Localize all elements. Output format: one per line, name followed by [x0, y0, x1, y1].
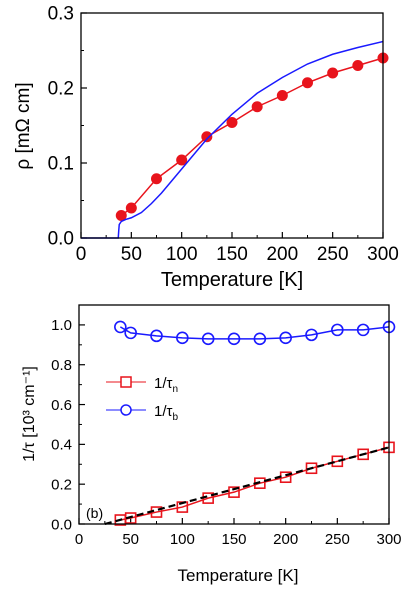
y-tick-label: 0.0 [48, 229, 74, 250]
series-0-point [226, 117, 238, 128]
series-1-point [201, 332, 215, 346]
series-0-point [327, 67, 339, 79]
scattering-rate-legend: 1/τn 1/τb [106, 375, 178, 423]
scattering-rate-chart: 0 50 100 150 200 250 300 0.0 0.2 0.4 0.6 0.8 1.0 Tem… [21, 304, 402, 585]
legend-tau-b-label: 1/τb [154, 403, 178, 423]
legend-tau-b-marker [120, 404, 132, 416]
y-tick-label: 0.0 [51, 516, 72, 533]
y-tick-label: 0.2 [51, 476, 72, 493]
series-1-point [356, 323, 370, 337]
series-0-point [331, 455, 344, 468]
series-1-point [150, 329, 163, 343]
x-tick-label: 100 [166, 244, 198, 265]
series-0-line [120, 57, 384, 217]
x-tick-label: 250 [325, 531, 350, 548]
scattering-rate-tick-labels: 0 50 100 150 200 250 300 0.0 0.2 0.4 0.6 0.8 1.0 [51, 317, 401, 548]
x-tick-label: 200 [266, 244, 298, 265]
x-tick-label: 300 [367, 244, 399, 265]
y-tick-label: 1.0 [51, 317, 72, 334]
series-1-point [253, 332, 267, 346]
scattering-rate-series [104, 320, 396, 526]
resistivity-y-axis-label: ρ [mΩ cm] [13, 82, 34, 169]
resistivity-chart: 0 50 100 150 200 250 300 0.0 0.1 0.2 0.3 Temperatu… [13, 4, 399, 291]
series-0-point [305, 462, 318, 475]
y-tick-label: 0.8 [51, 357, 72, 374]
series-0-point [201, 131, 213, 143]
resistivity-plot-frame [80, 12, 384, 239]
x-tick-label: 0 [75, 531, 83, 548]
series-0-point [176, 154, 188, 166]
resistivity-series [81, 40, 389, 239]
y-tick-label: 0.2 [48, 79, 74, 100]
series-0-point [302, 77, 313, 89]
y-tick-label: 0.3 [48, 4, 74, 25]
series-0-point [115, 210, 127, 221]
legend-tau-n-label: 1/τn [154, 375, 178, 395]
series-1-point [176, 331, 189, 345]
scattering-rate-y-axis-label: 1/τ [10³ cm⁻¹] [21, 366, 38, 462]
x-tick-label: 0 [76, 244, 87, 265]
series-1-line [119, 326, 390, 340]
x-tick-label: 150 [216, 244, 248, 265]
scattering-rate-axis-ticks [78, 324, 390, 525]
legend-tau-n-marker [120, 376, 132, 388]
series-1-line [81, 40, 384, 239]
series-0-point [151, 173, 162, 185]
x-tick-label: 300 [376, 531, 401, 548]
series-0-point [276, 90, 288, 101]
scattering-rate-plot-frame [78, 304, 390, 525]
panel-b-annotation: (b) [86, 505, 103, 521]
y-tick-label: 0.4 [51, 437, 72, 454]
series-0-point [124, 512, 137, 524]
series-1-point [331, 323, 344, 337]
resistivity-x-axis-label: Temperature [K] [161, 269, 303, 291]
series-0-point [228, 486, 240, 498]
series-0-point [357, 448, 369, 461]
legend-tau-b-subscript: b [172, 412, 178, 423]
series-1-point [124, 326, 137, 340]
legend-tau-n-subscript: n [172, 384, 178, 395]
x-tick-label: 100 [170, 531, 195, 548]
x-tick-label: 250 [317, 244, 349, 265]
series-1-point [227, 332, 241, 346]
series-2-line [104, 446, 390, 526]
series-0-point [251, 101, 263, 113]
x-tick-label: 200 [273, 531, 298, 548]
legend-entry-tau-b: 1/τb [106, 403, 178, 423]
series-0-point [352, 60, 364, 71]
series-1-point [305, 328, 318, 342]
legend-entry-tau-n: 1/τn [106, 375, 178, 395]
series-1-point [114, 320, 127, 334]
series-1-point [279, 331, 292, 345]
x-tick-label: 50 [122, 531, 139, 548]
resistivity-tick-labels: 0 50 100 150 200 250 300 0.0 0.1 0.2 0.3 [48, 4, 399, 265]
y-tick-label: 0.1 [48, 154, 74, 175]
y-tick-label: 0.6 [51, 397, 72, 414]
series-0-point [125, 202, 137, 214]
scattering-rate-x-axis-label: Temperature [K] [178, 566, 299, 585]
x-tick-label: 50 [121, 244, 142, 265]
x-tick-label: 150 [221, 531, 246, 548]
